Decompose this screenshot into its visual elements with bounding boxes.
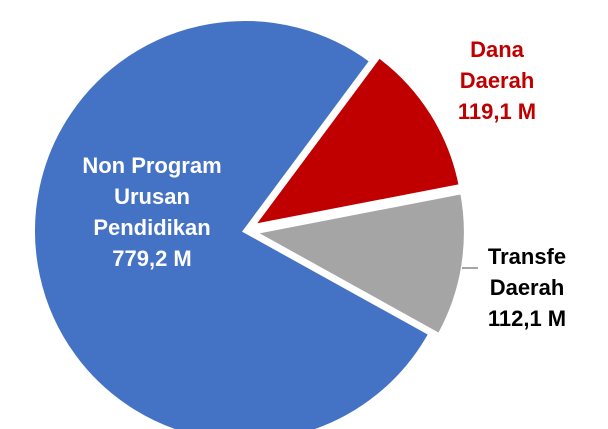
slice-label: Urusan bbox=[114, 184, 190, 209]
pie-slice bbox=[248, 189, 468, 338]
slice-label: Pendidikan bbox=[93, 215, 210, 240]
slice-label: Non Program bbox=[82, 153, 221, 178]
slice-label: Daerah bbox=[460, 68, 535, 93]
slice-label: Dana bbox=[470, 37, 525, 62]
value-label: 112,1 M bbox=[488, 306, 566, 331]
value-label: 779,2 M bbox=[112, 246, 192, 271]
slice-label: Transfe bbox=[488, 244, 566, 269]
slice-label: Daerah bbox=[490, 275, 565, 300]
pie-slice bbox=[31, 17, 434, 429]
pie-slice bbox=[247, 53, 464, 230]
value-label: 119,1 M bbox=[458, 99, 536, 124]
